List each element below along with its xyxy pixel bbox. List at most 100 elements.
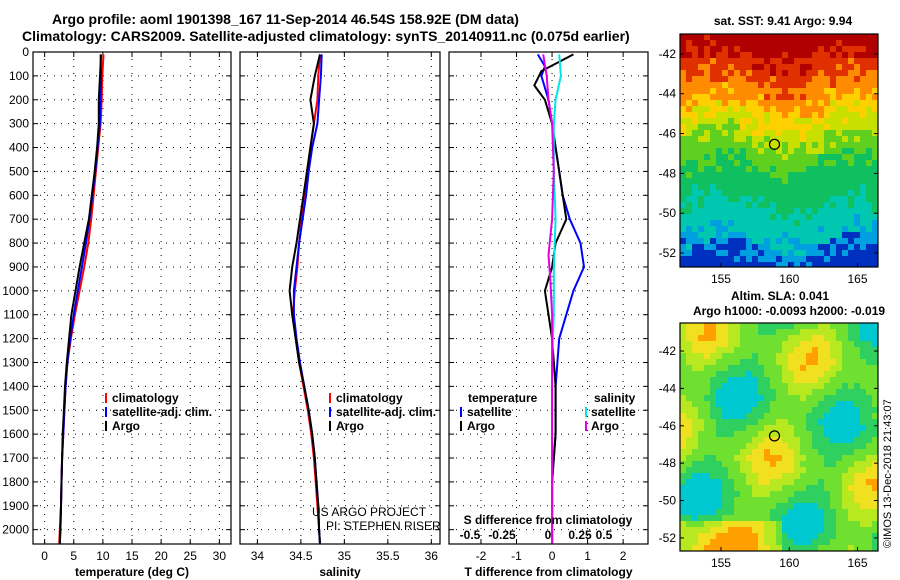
map-cell: [854, 389, 860, 395]
map-cell: [854, 82, 860, 88]
map-cell: [704, 214, 710, 220]
map-cell: [746, 533, 752, 539]
map-cell: [782, 166, 788, 172]
map-cell: [704, 377, 710, 383]
y-tick-label: 900: [9, 260, 29, 274]
map-cell: [812, 347, 818, 353]
map-cell: [848, 118, 854, 124]
map-cell: [698, 383, 704, 389]
map-cell: [848, 124, 854, 130]
map-cell: [794, 371, 800, 377]
map-cell: [710, 401, 716, 407]
x-tick-label: 1: [584, 549, 591, 563]
map-cell: [782, 545, 788, 551]
map-cell: [698, 389, 704, 395]
map-cell: [722, 527, 728, 533]
map-cell: [872, 521, 878, 527]
map-cell: [698, 533, 704, 539]
map-cell: [752, 521, 758, 527]
map-cell: [752, 491, 758, 497]
y-tick-label: 1500: [2, 403, 29, 417]
map-cell: [806, 431, 812, 437]
map-cell: [824, 437, 830, 443]
map-y-tick-label: -52: [659, 246, 677, 260]
map-cell: [746, 238, 752, 244]
map-cell: [770, 88, 776, 94]
map-cell: [728, 250, 734, 256]
map-cell: [800, 347, 806, 353]
map-cell: [704, 172, 710, 178]
map-cell: [830, 76, 836, 82]
map-cell: [752, 184, 758, 190]
map-cell: [770, 244, 776, 250]
map-cell: [686, 256, 692, 262]
map-cell: [692, 220, 698, 226]
map-cell: [710, 214, 716, 220]
map-cell: [698, 497, 704, 503]
map-cell: [842, 533, 848, 539]
map-cell: [872, 419, 878, 425]
map-cell: [788, 503, 794, 509]
map-cell: [806, 124, 812, 130]
map-cell: [722, 485, 728, 491]
map-cell: [752, 497, 758, 503]
map-cell: [782, 347, 788, 353]
map-cell: [788, 395, 794, 401]
map-cell: [806, 503, 812, 509]
map-cell: [818, 467, 824, 473]
map-cell: [734, 64, 740, 70]
map-cell: [842, 401, 848, 407]
map-cell: [800, 461, 806, 467]
map-cell: [722, 539, 728, 545]
map-cell: [686, 34, 692, 40]
map-cell: [818, 112, 824, 118]
map-cell: [752, 545, 758, 551]
map-cell: [758, 70, 764, 76]
map-cell: [872, 46, 878, 52]
x-tick-label: 0: [41, 549, 48, 563]
map-cell: [854, 401, 860, 407]
map-cell: [818, 70, 824, 76]
map-cell: [848, 58, 854, 64]
map-cell: [728, 395, 734, 401]
map-cell: [764, 353, 770, 359]
map-cell: [818, 118, 824, 124]
map-cell: [728, 377, 734, 383]
map-cell: [854, 136, 860, 142]
x-tick-label: -2: [476, 549, 487, 563]
map-cell: [740, 389, 746, 395]
map-cell: [854, 533, 860, 539]
map-cell: [746, 58, 752, 64]
map-cell: [788, 335, 794, 341]
map-cell: [812, 425, 818, 431]
map-cell: [740, 539, 746, 545]
map-cell: [710, 479, 716, 485]
map-cell: [824, 485, 830, 491]
x-tick-label-secondary: 0.25: [568, 528, 592, 542]
map-cell: [698, 443, 704, 449]
map-cell: [824, 58, 830, 64]
map-cell: [686, 461, 692, 467]
series-line-satellite-adj--clim-: [292, 54, 323, 545]
map-cell: [860, 58, 866, 64]
map-cell: [758, 329, 764, 335]
map-cell: [818, 196, 824, 202]
x-axis-label: T difference from climatology: [464, 565, 632, 579]
map-cell: [692, 383, 698, 389]
map-cell: [770, 503, 776, 509]
map-cell: [824, 136, 830, 142]
map-cell: [752, 178, 758, 184]
map-cell: [704, 383, 710, 389]
map-cell: [842, 124, 848, 130]
map-cell: [872, 545, 878, 551]
map-cell: [806, 40, 812, 46]
map-cell: [770, 148, 776, 154]
map-frame: [679, 322, 879, 552]
map-cell: [818, 419, 824, 425]
map-cell: [854, 262, 860, 267]
map-cell: [842, 196, 848, 202]
map-cell: [794, 509, 800, 515]
map-cell: [818, 100, 824, 106]
map-cell: [698, 521, 704, 527]
